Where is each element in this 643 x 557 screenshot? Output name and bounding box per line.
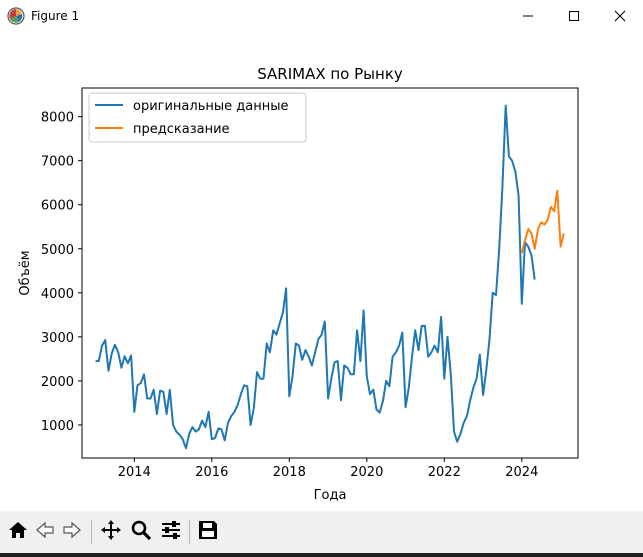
save-button[interactable] [195, 519, 221, 545]
configure-subplots-icon [160, 519, 182, 545]
zoom-button[interactable] [128, 519, 154, 545]
close-button[interactable] [597, 0, 643, 32]
toolbar-separator [189, 520, 190, 544]
legend-box [88, 92, 307, 143]
y-tick-label: 6000 [41, 199, 74, 214]
x-axis-label: Года [314, 488, 347, 503]
forward-arrow-icon [61, 519, 83, 545]
forward-button[interactable] [59, 519, 85, 545]
back-button[interactable] [32, 519, 58, 545]
pan-move-icon [100, 519, 122, 545]
minimize-button[interactable] [505, 0, 551, 32]
navigation-toolbar [0, 511, 643, 553]
maximize-icon [568, 10, 580, 22]
save-floppy-icon [197, 519, 219, 545]
x-tick-label: 2018 [273, 465, 306, 480]
zoom-magnifier-icon [130, 519, 152, 545]
home-icon [7, 519, 29, 545]
y-tick-label: 4000 [41, 287, 74, 302]
x-tick-label: 2014 [118, 465, 151, 480]
y-axis-label: Объём [18, 250, 33, 295]
configure-subplots-button[interactable] [158, 519, 184, 545]
legend: оригинальные данные предсказание [88, 92, 307, 143]
y-tick-label: 3000 [41, 331, 74, 346]
maximize-button[interactable] [551, 0, 597, 32]
pan-button[interactable] [98, 519, 124, 545]
x-tick-label: 2024 [505, 465, 538, 480]
y-tick-label: 1000 [41, 419, 74, 434]
taskbar-edge [0, 553, 643, 557]
home-button[interactable] [5, 519, 31, 545]
x-tick-label: 2022 [428, 465, 461, 480]
minimize-icon [522, 10, 534, 22]
chart-svg: SARIMAX по Рынку 2014 2016 2018 2020 2022 202… [18, 65, 579, 503]
series-line-forecast [520, 189, 565, 254]
x-tick-label: 2020 [350, 465, 383, 480]
toolbar-separator [91, 520, 92, 544]
y-tick-label: 8000 [41, 111, 74, 126]
close-icon [614, 10, 626, 22]
window-title: Figure 1 [31, 9, 80, 23]
y-tick-label: 7000 [41, 155, 74, 170]
plot-frame [81, 87, 579, 459]
chart-title: SARIMAX по Рынку [257, 65, 403, 83]
series-line-original [95, 104, 536, 450]
x-tick-label: 2016 [195, 465, 228, 480]
back-arrow-icon [34, 519, 56, 545]
y-tick-label: 2000 [41, 375, 74, 390]
figure-canvas[interactable]: SARIMAX по Рынку 2014 2016 2018 2020 2022 202… [0, 32, 643, 511]
legend-label-original: оригинальные данные [133, 99, 288, 114]
window-titlebar: Figure 1 [0, 0, 643, 32]
legend-label-forecast: предсказание [133, 122, 230, 137]
y-tick-label: 5000 [41, 243, 74, 258]
matplotlib-figure-icon [6, 6, 26, 26]
